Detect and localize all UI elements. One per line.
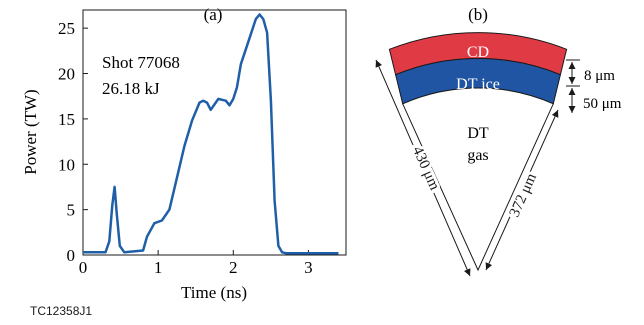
x-tick-label: 0 [79, 258, 88, 277]
y-tick-label: 15 [58, 110, 75, 129]
x-axis-label: Time (ns) [181, 283, 247, 302]
cd-thickness-label: 8 μm [584, 68, 615, 84]
target-diagram: (b) CD DT ice DT gas 430 μm 372 μm 8 μm … [375, 5, 622, 277]
y-ticks: 0 5 10 15 20 25 [58, 19, 88, 265]
y-tick-label: 20 [58, 65, 75, 84]
power-series-line [83, 13, 339, 255]
panel-label-b: (b) [468, 5, 488, 24]
inner-radius-dimension-line [485, 109, 559, 271]
annotation-line-2: 26.18 kJ [102, 79, 160, 98]
figure-id: TC12358J1 [30, 304, 93, 318]
x-tick-label: 1 [154, 258, 163, 277]
outer-radius-dimension-line [375, 59, 471, 277]
ice-thickness-label: 50 μm [583, 96, 622, 112]
y-tick-label: 5 [67, 201, 76, 220]
dt-ice-layer-label: DT ice [456, 76, 500, 93]
y-tick-label: 25 [58, 19, 75, 38]
cd-layer-label: CD [467, 44, 489, 61]
dt-gas-label-line-1: DT [467, 125, 489, 142]
annotation-line-1: Shot 77068 [102, 53, 180, 72]
y-tick-label: 0 [67, 246, 76, 265]
plot-frame [82, 9, 347, 256]
y-tick-label: 10 [58, 155, 75, 174]
panel-label-a: (a) [204, 5, 223, 24]
x-tick-label: 3 [304, 258, 313, 277]
dt-gas-label-line-2: gas [467, 147, 488, 164]
x-ticks: 0 1 2 3 [79, 250, 313, 277]
x-tick-label: 2 [229, 258, 238, 277]
y-axis-label: Power (TW) [21, 89, 40, 174]
